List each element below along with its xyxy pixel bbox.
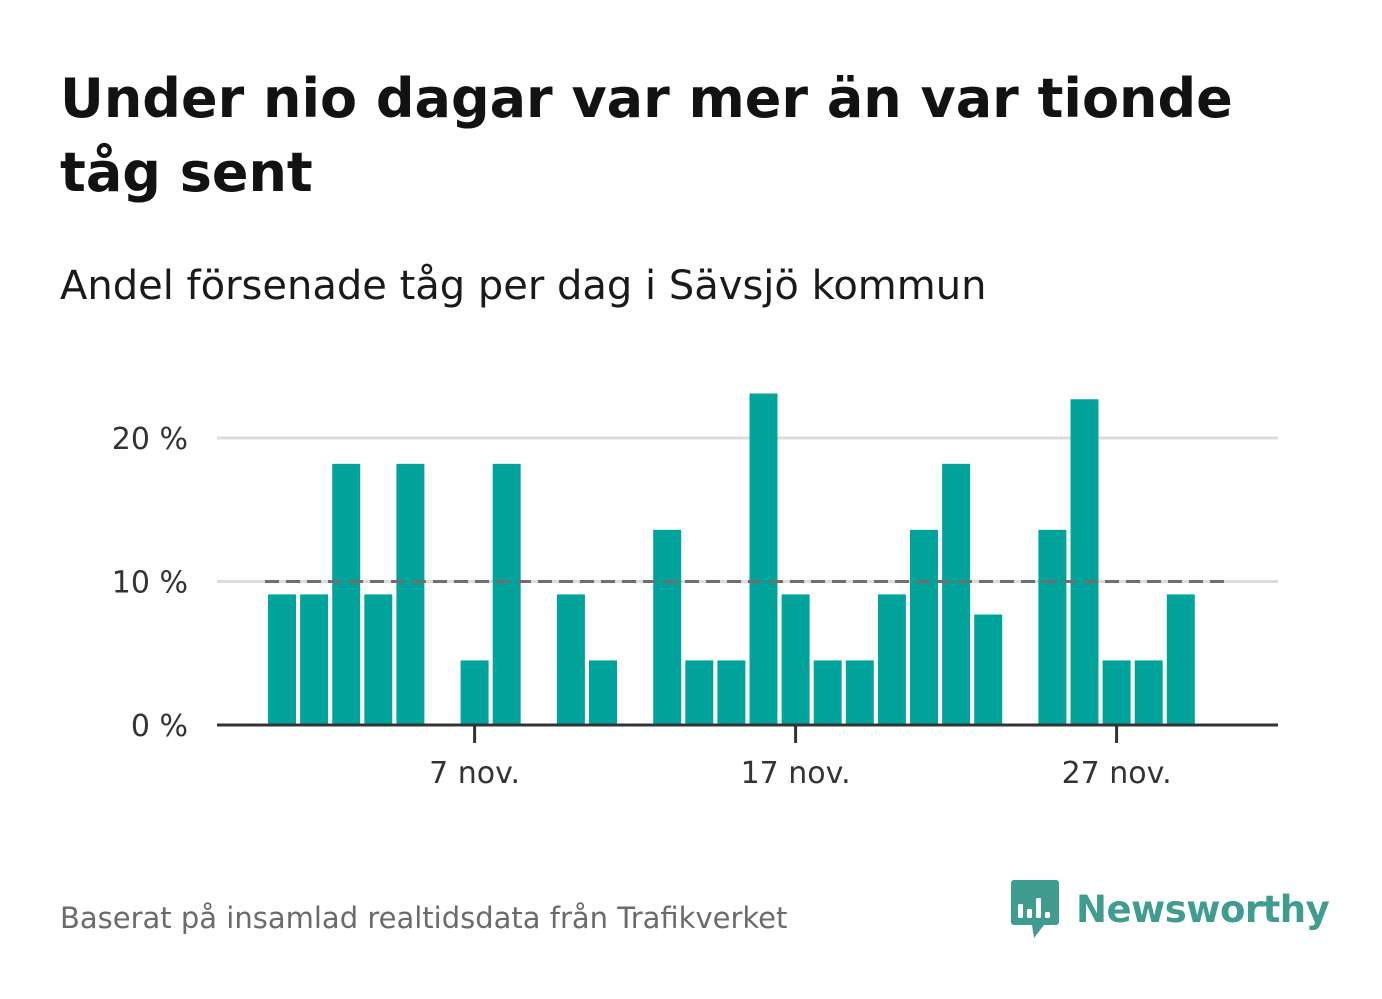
bar (268, 594, 296, 725)
y-tick-label: 10 % (112, 566, 188, 601)
bar-chart: 0 % 10 % 20 % 7 nov. 17 nov. 27 nov. (112, 393, 1278, 791)
bar (300, 594, 329, 725)
bar (1134, 660, 1163, 725)
bar (589, 660, 617, 725)
bar (910, 529, 938, 725)
newsworthy-logo-icon (1011, 880, 1059, 938)
bar (492, 463, 521, 725)
bar (556, 594, 585, 725)
bar (396, 463, 425, 725)
brand-name: Newsworthy (1076, 887, 1330, 931)
tick-labels: 0 % 10 % 20 % 7 nov. 17 nov. 27 nov. (112, 422, 1172, 791)
chart-subtitle: Andel försenade tåg per dag i Sävsjö kom… (60, 263, 987, 309)
bar (460, 660, 489, 725)
axes (217, 723, 1278, 743)
bar (942, 463, 971, 725)
y-tick-label: 20 % (112, 422, 188, 457)
bar (974, 614, 1003, 725)
bar (332, 463, 361, 725)
x-tick-label: 7 nov. (429, 756, 520, 791)
bar (717, 660, 746, 725)
source-note: Baserat på insamlad realtidsdata från Tr… (60, 901, 788, 935)
chart-title: Under nio dagar var mer än var tionde tå… (60, 67, 1233, 204)
bar (877, 594, 906, 725)
bars (268, 393, 1195, 725)
y-tick-label: 0 % (131, 709, 188, 744)
x-tick-label: 17 nov. (741, 756, 851, 791)
bar (749, 393, 778, 725)
gridlines (217, 436, 1278, 583)
x-tick-label: 27 nov. (1062, 756, 1172, 791)
bar (1070, 399, 1099, 725)
bar (653, 529, 682, 725)
bar (364, 594, 393, 725)
bar (685, 660, 714, 725)
brand-logo: Newsworthy (1010, 878, 1330, 940)
bar (1166, 594, 1195, 725)
bar (1102, 660, 1131, 725)
bar (845, 660, 874, 725)
bar (781, 594, 810, 725)
bar (813, 660, 842, 725)
bar (1038, 529, 1067, 725)
